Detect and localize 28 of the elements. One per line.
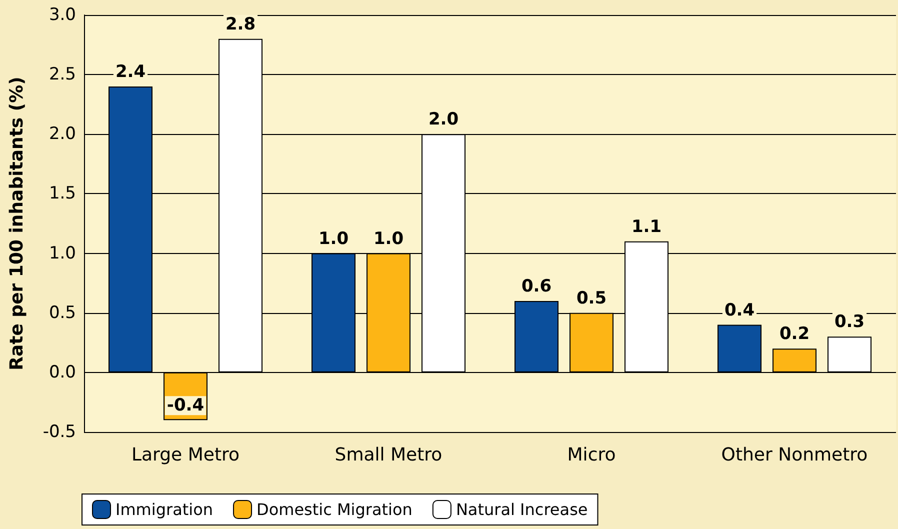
y-tick-label: 1.5 xyxy=(48,184,76,204)
x-tick-label: Small Metro xyxy=(334,444,442,466)
legend-label: Immigration xyxy=(116,500,214,519)
data-label: 0.6 xyxy=(521,276,552,296)
y-tick-label: 1.0 xyxy=(48,243,76,264)
data-label: 0.3 xyxy=(834,312,865,332)
legend-label: Domestic Migration xyxy=(256,500,412,519)
data-label: 2.8 xyxy=(225,14,256,34)
data-label: 0.2 xyxy=(779,324,810,344)
y-tick-label: 2.0 xyxy=(48,124,76,144)
y-tick-label: 0.5 xyxy=(48,302,76,323)
y-tick-label: 2.5 xyxy=(48,64,76,85)
data-label: 1.1 xyxy=(631,216,662,237)
data-label: 1.0 xyxy=(373,228,404,249)
x-tick-label: Large Metro xyxy=(131,444,240,466)
data-label: 0.4 xyxy=(724,300,755,320)
data-label: 2.0 xyxy=(428,110,459,130)
y-tick-label: -0.5 xyxy=(42,422,76,442)
data-label: -0.4 xyxy=(166,396,204,416)
y-tick-label: 3.0 xyxy=(48,5,76,25)
data-label: 1.0 xyxy=(318,228,349,249)
x-tick-label: Other Nonmetro xyxy=(721,444,868,466)
legend-label: Natural Increase xyxy=(456,500,588,519)
y-tick-label: 0.0 xyxy=(48,362,76,382)
data-label: 2.4 xyxy=(115,62,146,82)
data-label: 0.5 xyxy=(576,288,607,308)
x-tick-label: Micro xyxy=(567,444,616,466)
y-axis-title: Rate per 100 inhabitants (%) xyxy=(6,76,28,370)
